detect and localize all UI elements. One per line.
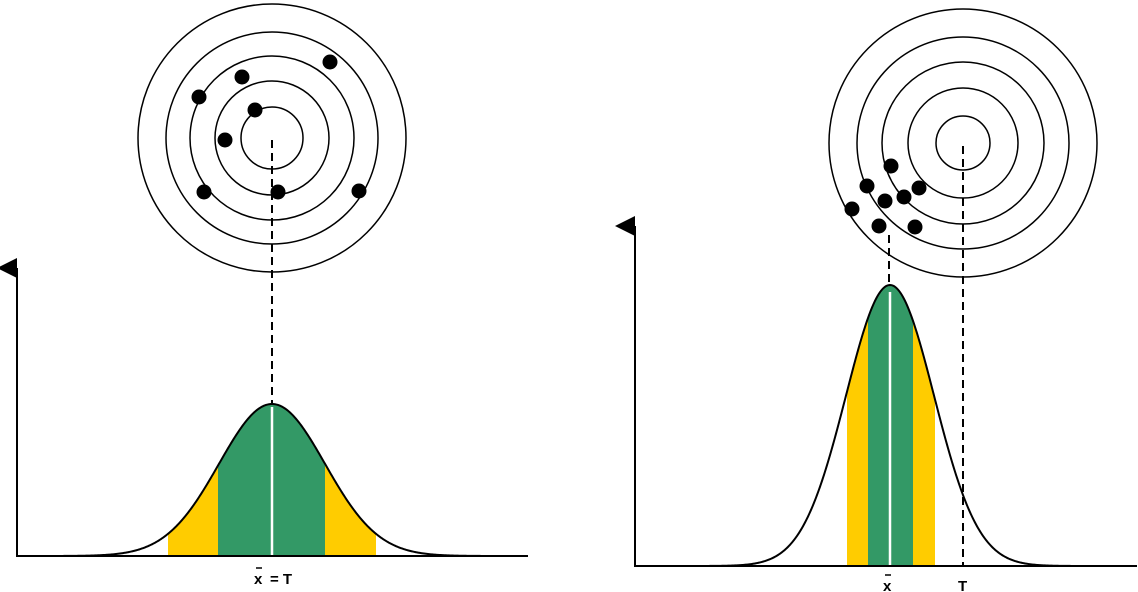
right-mean-label: x bbox=[883, 578, 892, 592]
right-target-ring-2 bbox=[856, 36, 1070, 250]
left-shot bbox=[270, 184, 286, 200]
right-shot bbox=[883, 158, 899, 174]
right-target-label: T bbox=[958, 578, 967, 592]
right-shot bbox=[877, 193, 893, 209]
right-shot bbox=[859, 178, 875, 194]
left-shot bbox=[217, 132, 233, 148]
right-shot bbox=[911, 180, 927, 196]
right-target-ring-1 bbox=[828, 8, 1098, 278]
right-shots bbox=[844, 158, 927, 235]
right-shot bbox=[844, 201, 860, 217]
left-shot bbox=[234, 69, 250, 85]
left-mean-label: x bbox=[254, 571, 263, 588]
right-target-ring-4 bbox=[907, 87, 1019, 199]
left-equals-target-label: = T bbox=[270, 571, 292, 588]
right-shot bbox=[896, 189, 912, 205]
right-panel: x T bbox=[615, 8, 1137, 592]
left-shot bbox=[351, 183, 367, 199]
right-target-ring-5 bbox=[935, 115, 991, 171]
left-shot bbox=[191, 89, 207, 105]
left-shot bbox=[196, 184, 212, 200]
right-target bbox=[828, 8, 1098, 278]
left-shot bbox=[247, 102, 263, 118]
right-shot bbox=[907, 219, 923, 235]
right-shot bbox=[871, 218, 887, 234]
left-shot bbox=[322, 54, 338, 70]
left-panel: x = T bbox=[0, 3, 528, 588]
left-shots bbox=[191, 54, 367, 200]
